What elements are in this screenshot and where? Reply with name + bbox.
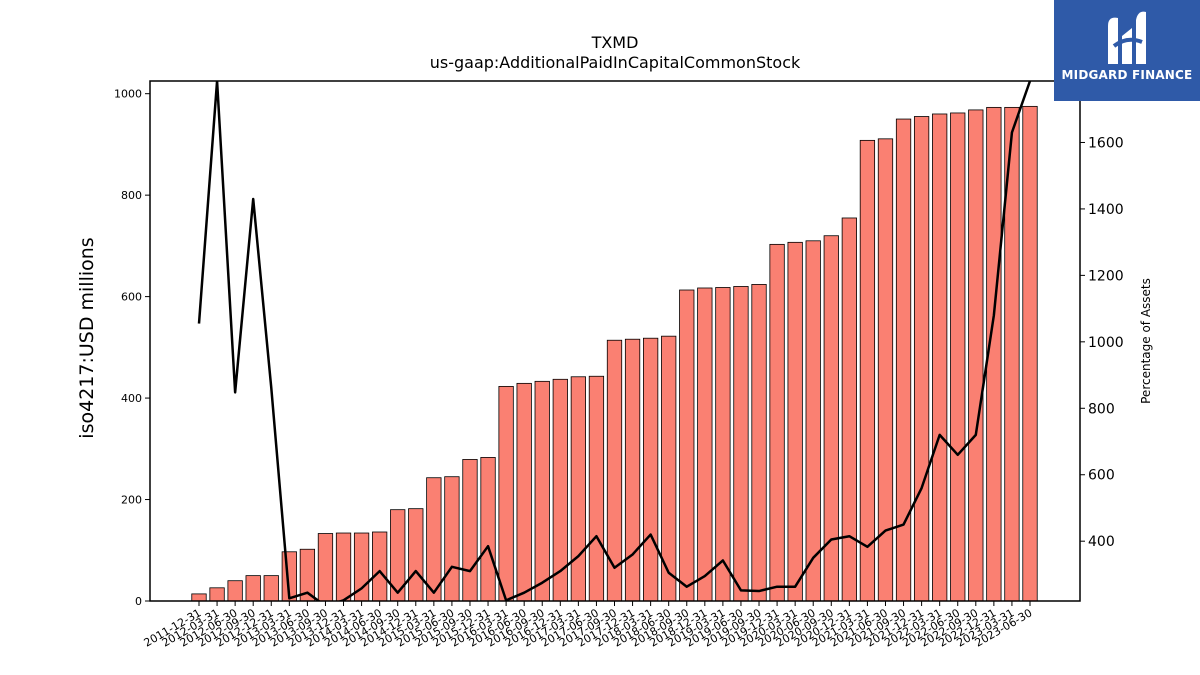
- y2-tick-label: 1400: [1088, 202, 1124, 218]
- bar: [263, 575, 279, 602]
- y2-tick-label: 800: [1088, 401, 1115, 417]
- y2-tick-label: 1600: [1088, 135, 1124, 151]
- y2-tick-label: 1000: [1088, 335, 1124, 351]
- bar: [787, 241, 803, 602]
- bar: [895, 118, 912, 602]
- bar: [715, 287, 731, 602]
- y-tick-label: 200: [121, 494, 142, 507]
- bar: [932, 113, 948, 602]
- bar: [1022, 105, 1038, 602]
- y-tick-label: 800: [121, 189, 142, 202]
- logo-text: MIDGARD FINANCE: [1061, 68, 1193, 82]
- bar: [317, 533, 334, 602]
- y-tick-label: 400: [121, 392, 142, 405]
- y-tick-label: 0: [135, 595, 142, 608]
- bar: [372, 531, 388, 602]
- bar: [516, 382, 532, 602]
- midgard-logo-icon: [1108, 11, 1146, 64]
- bar: [841, 217, 857, 602]
- bar: [950, 112, 966, 602]
- bar: [227, 580, 243, 602]
- bar: [209, 587, 225, 602]
- bar: [408, 508, 424, 602]
- bar: [859, 139, 876, 602]
- chart-title: TXMD: [591, 33, 639, 52]
- bar: [968, 109, 984, 602]
- y2-tick-label: 600: [1088, 468, 1115, 484]
- y-axis-left: 0 200 400 600 800 1000: [114, 88, 150, 608]
- y-tick-label: 600: [121, 291, 142, 304]
- bar: [697, 287, 713, 602]
- bar: [335, 532, 352, 602]
- line-series: [197, 81, 1032, 601]
- bar: [534, 380, 550, 602]
- brand-logo: MIDGARD FINANCE: [1054, 0, 1200, 101]
- percentage-of-assets-line: [197, 81, 1032, 601]
- bar: [570, 376, 586, 602]
- x-axis: 2011-12-312012-03-312012-06-302012-09-30…: [142, 601, 1035, 650]
- y2-axis-label: Percentage of Assets: [1139, 278, 1153, 404]
- bar: [805, 240, 821, 602]
- y-axis-label: iso4217:USD millions: [76, 237, 98, 438]
- bar: [191, 593, 207, 602]
- bar: [588, 375, 605, 602]
- bar: [733, 286, 749, 602]
- bar: [643, 337, 659, 602]
- y-tick-label: 1000: [114, 88, 142, 101]
- bar: [769, 243, 785, 602]
- bar: [751, 284, 767, 602]
- bar: [426, 477, 442, 602]
- bar: [624, 338, 641, 602]
- chart-subtitle: us-gaap:AdditionalPaidInCapitalCommonSto…: [430, 53, 801, 72]
- bar: [245, 575, 261, 602]
- bar-series: [191, 105, 1038, 602]
- bar: [444, 476, 460, 602]
- bar: [462, 459, 478, 602]
- y-axis-right: 400 600 800 1000 1200 1400 1600: [1080, 135, 1124, 550]
- y2-tick-label: 1200: [1088, 268, 1124, 284]
- bar: [498, 385, 514, 602]
- bar: [606, 339, 623, 602]
- bar: [913, 116, 930, 602]
- y2-tick-label: 400: [1088, 534, 1115, 550]
- bar: [480, 457, 496, 602]
- bar: [679, 289, 695, 602]
